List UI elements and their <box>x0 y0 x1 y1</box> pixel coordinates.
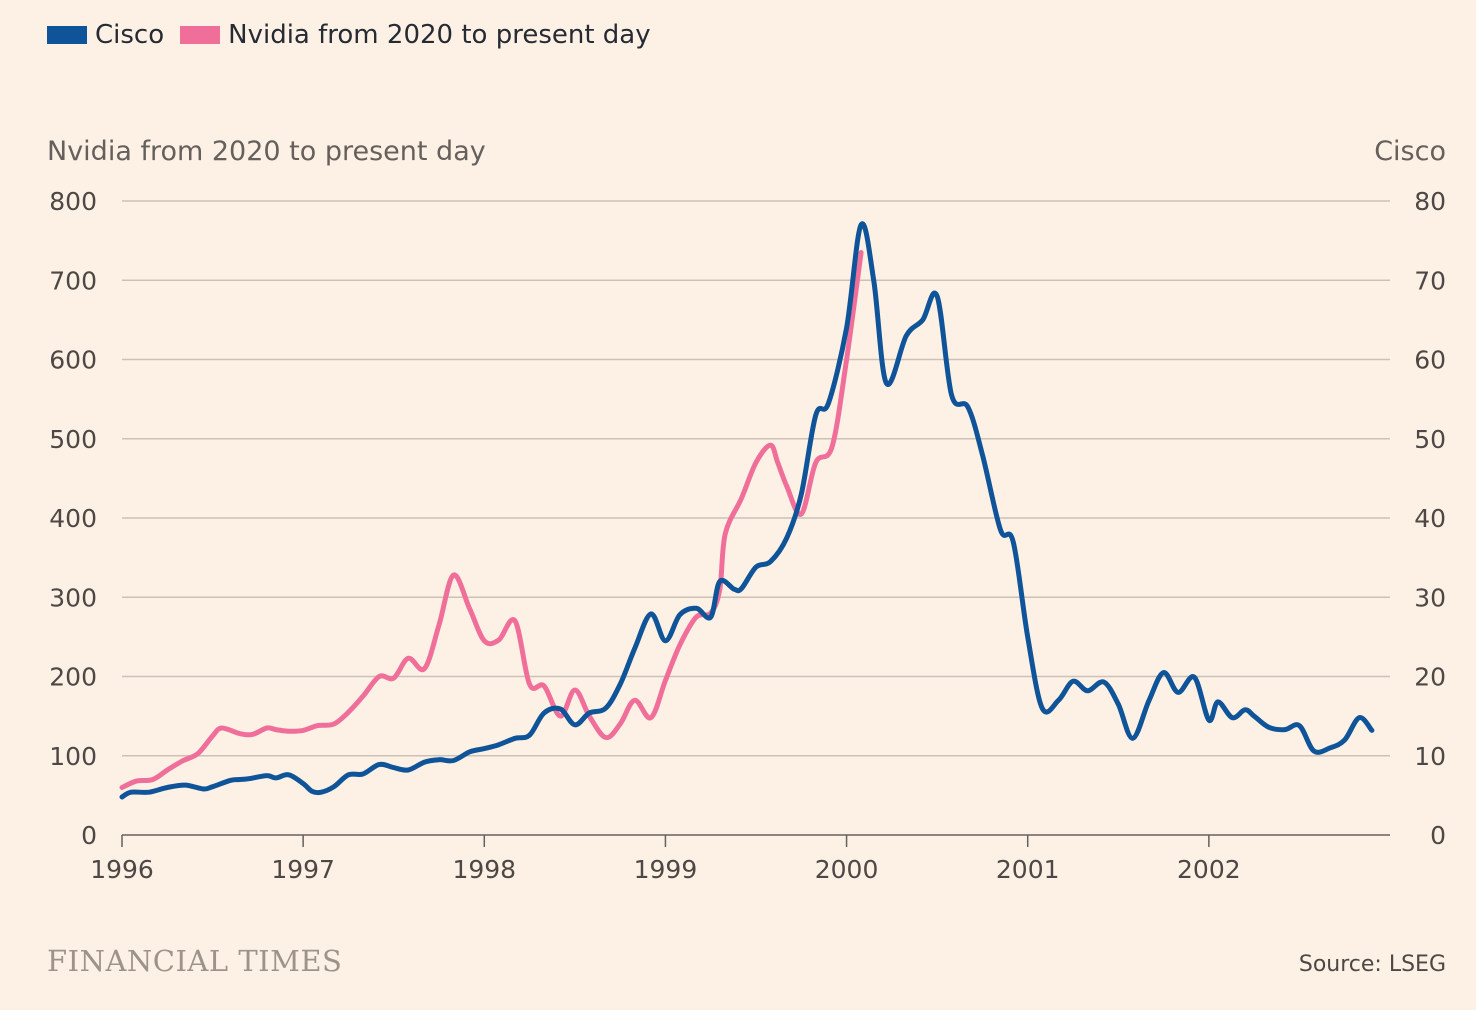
left-tick-label: 100 <box>49 742 97 771</box>
x-tick-label: 1997 <box>271 855 335 884</box>
gridlines <box>122 200 1390 836</box>
series-line-cisco <box>119 221 1375 800</box>
right-tick-label: 70 <box>1414 266 1446 295</box>
legend-item-nvidia: Nvidia from 2020 to present day <box>180 20 651 50</box>
legend-item-cisco: Cisco <box>47 20 164 50</box>
left-tick-label: 700 <box>49 266 97 295</box>
ft-logo: FINANCIAL TIMES <box>47 944 343 978</box>
right-axis-title: Cisco <box>1374 136 1446 167</box>
legend: Cisco Nvidia from 2020 to present day <box>47 20 651 50</box>
x-tick-label: 2000 <box>815 855 879 884</box>
x-tick-label: 1998 <box>452 855 516 884</box>
right-tick-label: 50 <box>1414 425 1446 454</box>
legend-swatch-nvidia <box>180 26 221 44</box>
x-axis-ticks: 1996 1997 1998 1999 2000 2001 2002 <box>90 835 1241 884</box>
left-tick-label: 200 <box>49 663 97 692</box>
right-tick-label: 30 <box>1414 583 1446 612</box>
left-tick-label: 600 <box>49 346 97 375</box>
x-tick-label: 1996 <box>90 855 154 884</box>
left-axis-title: Nvidia from 2020 to present day <box>47 136 486 167</box>
right-tick-label: 40 <box>1414 504 1446 533</box>
series-line-nvidia <box>119 250 864 790</box>
source-note: Source: LSEG <box>1298 952 1446 977</box>
right-tick-label: 10 <box>1414 742 1446 771</box>
left-tick-label: 400 <box>49 504 97 533</box>
right-tick-label: 20 <box>1414 663 1446 692</box>
series-lines <box>119 221 1375 800</box>
right-tick-label: 80 <box>1414 187 1446 216</box>
x-tick-label: 1999 <box>634 855 698 884</box>
right-tick-label: 60 <box>1414 346 1446 375</box>
legend-label-cisco: Cisco <box>95 20 165 50</box>
left-tick-label: 0 <box>81 821 97 850</box>
x-tick-label: 2001 <box>996 855 1060 884</box>
right-axis-ticks: 0 10 20 30 40 50 60 70 80 <box>1414 187 1446 850</box>
x-tick-label: 2002 <box>1177 855 1241 884</box>
legend-label-nvidia: Nvidia from 2020 to present day <box>228 20 651 50</box>
legend-swatch-cisco <box>47 26 87 44</box>
right-tick-label: 0 <box>1430 821 1446 850</box>
left-tick-label: 300 <box>49 583 97 612</box>
left-tick-label: 500 <box>49 425 97 454</box>
left-axis-ticks: 0 100 200 300 400 500 600 700 800 <box>49 187 97 850</box>
left-tick-label: 800 <box>49 187 97 216</box>
